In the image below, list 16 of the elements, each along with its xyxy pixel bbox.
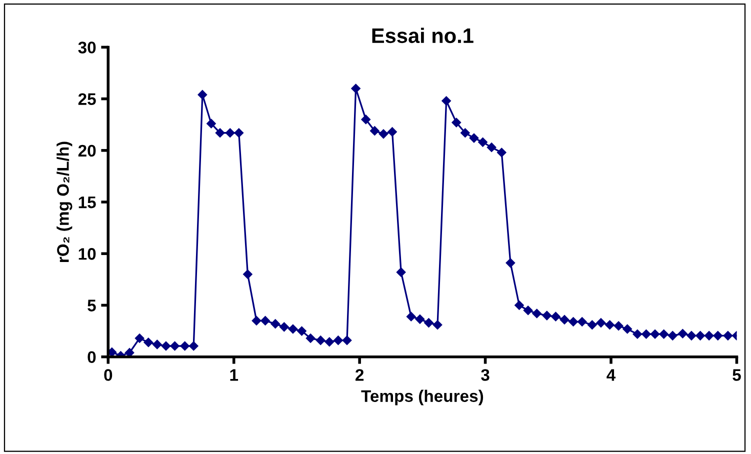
x-axis-title: Temps (heures)	[361, 390, 484, 406]
x-tick-label: 0	[104, 369, 112, 381]
y-tick-label: 25	[78, 93, 96, 106]
y-tick-label: 5	[88, 300, 96, 312]
y-tick-label: 20	[78, 144, 96, 157]
y-tick-label: 10	[78, 248, 96, 260]
x-tick-label: 5	[732, 369, 741, 381]
y-tick-label: 30	[78, 42, 96, 54]
x-tick-label: 3	[481, 369, 490, 381]
x-tick-label: 4	[606, 369, 616, 381]
x-tick-label: 1	[230, 369, 238, 381]
chart-title: Essai no.1	[372, 28, 474, 44]
y-tick-label: 0	[88, 351, 96, 364]
x-tick-label: 2	[356, 369, 364, 381]
y-tick-label: 15	[78, 196, 96, 208]
y-axis-title: rO₂ (mg O₂/L/h)	[56, 142, 72, 262]
